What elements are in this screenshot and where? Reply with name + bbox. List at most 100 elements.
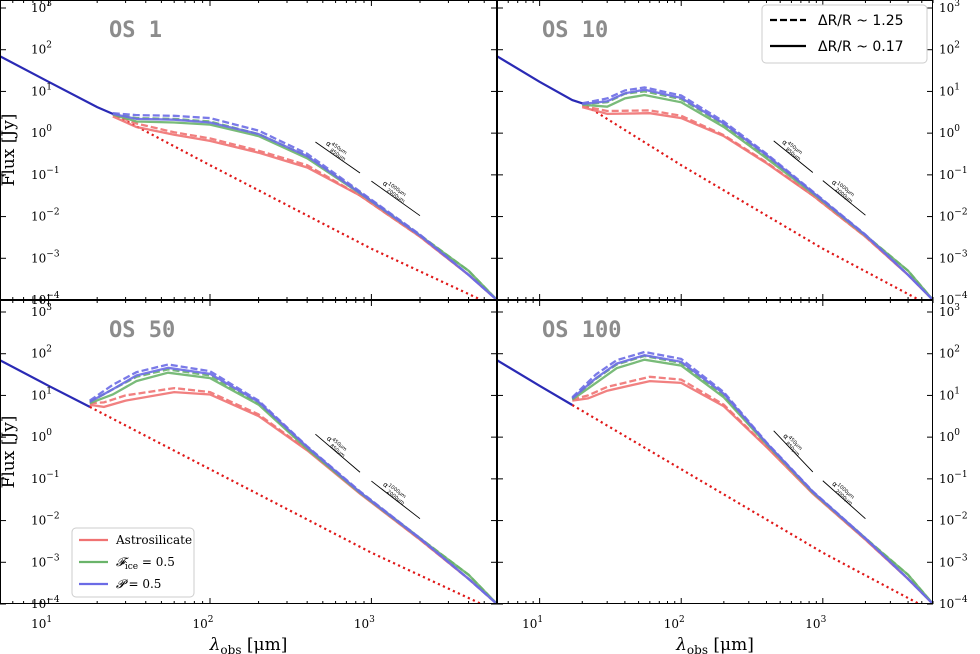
baseline-dotted-line	[112, 112, 482, 300]
series-line-fice-dashed	[582, 90, 933, 300]
y-tick-label: 10−2	[939, 512, 968, 528]
slope-annotation-line	[371, 180, 421, 217]
series-line-p-dashed	[581, 86, 933, 300]
panel-title: OS 1	[109, 18, 162, 43]
legend-label: ΔR/R ~ 0.17	[818, 39, 904, 55]
panel-plot-area	[497, 55, 933, 300]
slope-annotation-line	[315, 141, 361, 174]
series-line-p-solid	[571, 354, 933, 604]
x-tick-label: 101	[31, 615, 52, 631]
panel-plot-area	[497, 350, 933, 604]
x-tick-label: 103	[354, 615, 375, 631]
y-tick-label: 101	[939, 82, 960, 98]
y-tick-label: 103	[939, 0, 960, 15]
y-tick-label: 102	[939, 41, 960, 57]
panel-frame	[497, 300, 933, 604]
slope-annotation-label: α450μm850μm	[778, 137, 805, 162]
y-tick-label: 10−2	[31, 208, 60, 224]
slope-annotation-label: α1000μm2000μm	[828, 479, 857, 507]
y-tick-label: 10−4	[939, 595, 968, 611]
y-tick-label: 101	[939, 386, 960, 402]
x-tick-label: 102	[664, 615, 685, 631]
series-line-astrosilicate-dashed	[112, 113, 497, 300]
panel-frame	[0, 0, 497, 300]
y-tick-label: 100	[939, 428, 960, 444]
y-tick-label: 102	[31, 41, 52, 57]
legend-box	[71, 527, 195, 598]
panel-title: OS 100	[542, 318, 621, 343]
x-tick-label: 103	[805, 615, 826, 631]
y-tick-label: 103	[31, 303, 52, 319]
panel-title: OS 50	[109, 318, 175, 343]
y-tick-label: 10−1	[939, 166, 968, 182]
y-tick-label: 100	[31, 124, 52, 140]
baseline-dotted-line	[89, 405, 482, 604]
y-tick-label: 10−3	[939, 553, 968, 569]
common-sed-line	[0, 359, 91, 408]
y-tick-label: 10−4	[31, 291, 60, 307]
panel-1: α450μm850μm α1000μm2000μm OS 1	[0, 0, 498, 301]
series-line-fice-dashed	[571, 354, 933, 604]
slope-annotation-label: α1000μm2000μm	[828, 178, 858, 205]
panel-3: α450μm850μm α1000μm2000μm OS 50	[0, 300, 498, 605]
slope-annotation-label: α450μm850μm	[779, 432, 805, 458]
x-axis-label: λobs [μm]	[209, 635, 288, 654]
slope-annotation-line	[822, 480, 866, 520]
y-axis-label: Flux [Jy]	[0, 114, 19, 187]
y-tick-label: 10−1	[939, 470, 968, 486]
slope-annotation-line	[315, 433, 361, 473]
slope-annotation-label: α1000μm2000μm	[379, 480, 409, 507]
panel-2: α450μm850μm α1000μm2000μm OS 10	[496, 0, 934, 301]
series-line-fice-dashed	[112, 112, 497, 300]
y-tick-label: 10−1	[31, 166, 60, 182]
common-sed-line	[0, 55, 114, 115]
y-tick-label: 10−2	[31, 512, 60, 528]
slope-annotation-line	[773, 430, 814, 473]
y-tick-label: 103	[31, 0, 52, 15]
x-tick-label: 102	[192, 615, 213, 631]
y-tick-label: 101	[31, 386, 52, 402]
series-line-fice-solid	[571, 358, 933, 604]
y-tick-label: 10−3	[31, 249, 60, 265]
legend-label: ΔR/R ~ 1.25	[818, 13, 904, 29]
y-tick-label: 102	[31, 345, 52, 361]
panel-frame	[0, 300, 497, 604]
y-tick-label: 100	[939, 124, 960, 140]
series-line-p-solid	[89, 366, 497, 604]
common-sed-line	[497, 359, 573, 406]
baseline-dotted-line	[571, 404, 920, 604]
legend-label: 𝓟 = 0.5	[116, 577, 161, 591]
series-line-astrosilicate-solid	[112, 115, 497, 300]
series-line-fice-solid	[112, 113, 497, 300]
panel-4: α450μm850μm α1000μm2000μm OS 100	[496, 300, 934, 605]
slope-annotation-line	[822, 180, 866, 216]
panel-plot-area	[0, 55, 497, 300]
x-tick-label: 101	[522, 615, 543, 631]
series-line-p-solid	[112, 112, 497, 300]
slope-annotation-label: α1000μm2000μm	[379, 179, 409, 205]
slope-annotation-label: α450μm850μm	[323, 434, 350, 459]
panel-plot-area	[0, 359, 497, 604]
y-tick-label: 10−2	[939, 208, 968, 224]
baseline-dotted-line	[581, 102, 920, 300]
slope-annotation-line	[773, 140, 814, 173]
panel-title: OS 10	[542, 18, 608, 43]
slope-annotation-label: α450μm850μm	[323, 139, 350, 163]
y-tick-label: 10−1	[31, 470, 60, 486]
y-tick-label: 10−4	[31, 595, 60, 611]
panel-frame	[497, 0, 933, 300]
linestyle-legend: ΔR/R ~ 1.25 ΔR/R ~ 0.17	[761, 4, 928, 64]
y-tick-label: 10−3	[31, 553, 60, 569]
series-line-fice-solid	[582, 93, 933, 300]
series-line-astrosilicate-dashed	[572, 375, 933, 604]
common-sed-line	[497, 55, 583, 105]
slope-annotation-line	[371, 480, 421, 520]
y-axis-label: Flux [Jy]	[0, 416, 19, 489]
y-tick-label: 103	[939, 303, 960, 319]
y-tick-label: 100	[31, 428, 52, 444]
y-tick-label: 10−4	[939, 291, 968, 307]
x-axis-label: λobs [μm]	[675, 635, 754, 654]
series-line-astrosilicate-solid	[572, 379, 933, 604]
